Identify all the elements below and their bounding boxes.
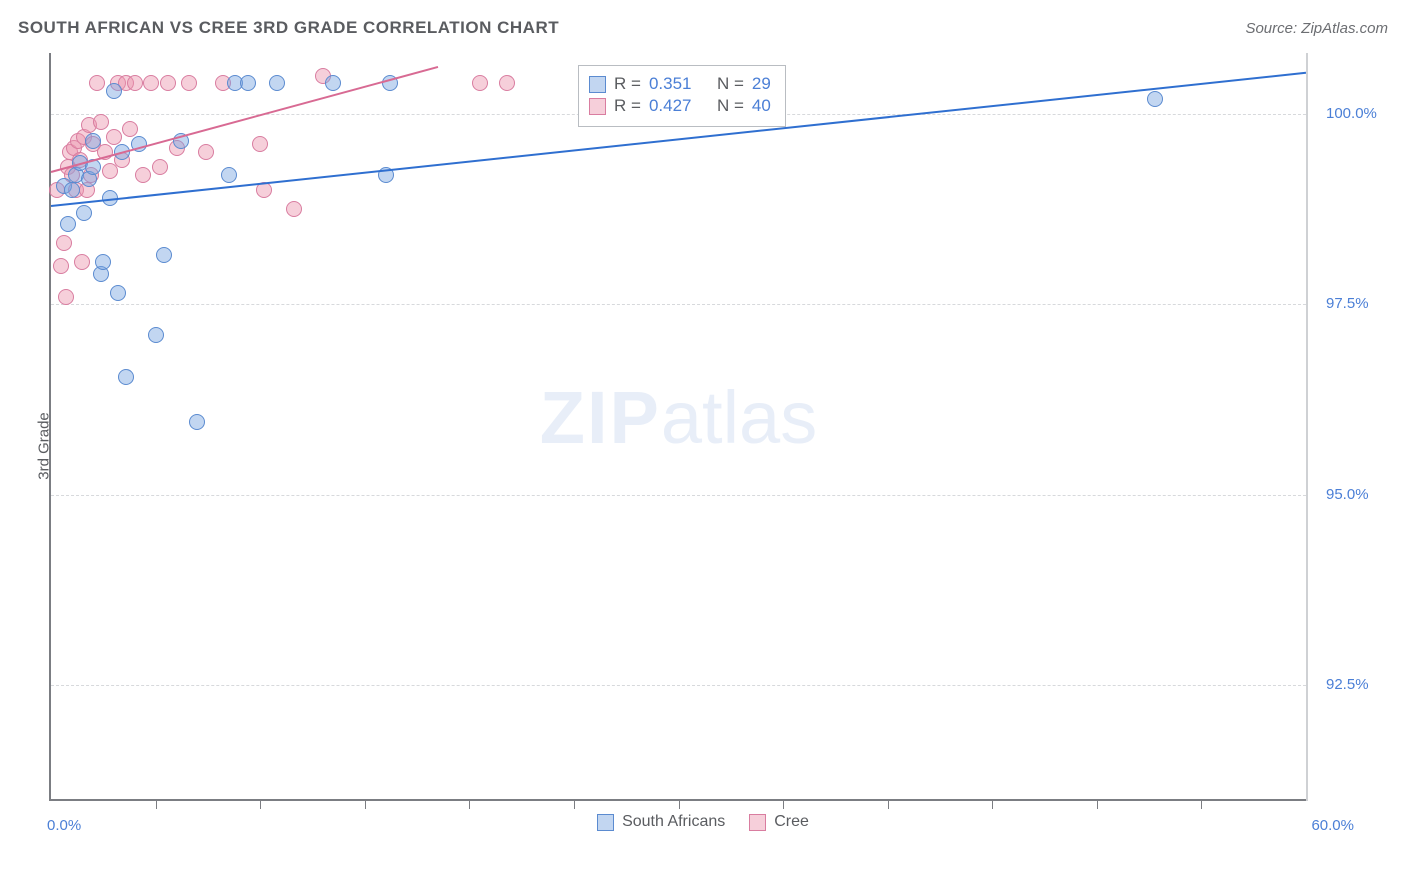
legend-label: Cree (774, 813, 809, 831)
data-point-cree (286, 201, 302, 217)
legend-swatch (589, 98, 606, 115)
data-point-cree (122, 121, 138, 137)
plot-area: ZIPatlas R =0.351 N =29R =0.427 N =40 (49, 53, 1306, 801)
x-tick (469, 799, 470, 809)
x-tick (156, 799, 157, 809)
data-point-south-africans (95, 254, 111, 270)
legend-item: South Africans (597, 813, 725, 831)
chart-title: SOUTH AFRICAN VS CREE 3RD GRADE CORRELAT… (18, 18, 559, 38)
data-point-cree (252, 136, 268, 152)
legend-swatch (749, 814, 766, 831)
data-point-south-africans (156, 247, 172, 263)
x-tick (574, 799, 575, 809)
y-tick-label: 95.0% (1326, 486, 1369, 503)
data-point-south-africans (269, 75, 285, 91)
data-point-cree (472, 75, 488, 91)
watermark-rest: atlas (661, 376, 817, 459)
x-tick (1097, 799, 1098, 809)
data-point-cree (89, 75, 105, 91)
legend-swatch (589, 76, 606, 93)
gridline (51, 685, 1306, 686)
gridline (51, 304, 1306, 305)
data-point-cree (135, 167, 151, 183)
watermark-bold: ZIP (540, 376, 661, 459)
data-point-cree (102, 163, 118, 179)
legend-swatch (597, 814, 614, 831)
data-point-cree (93, 114, 109, 130)
data-point-south-africans (221, 167, 237, 183)
legend-item: Cree (749, 813, 809, 831)
y-tick-label: 92.5% (1326, 676, 1369, 693)
y-tick-label: 97.5% (1326, 295, 1369, 312)
data-point-cree (499, 75, 515, 91)
source-label: Source: ZipAtlas.com (1245, 20, 1388, 37)
data-point-cree (56, 235, 72, 251)
data-point-cree (143, 75, 159, 91)
data-point-cree (198, 144, 214, 160)
data-point-south-africans (60, 216, 76, 232)
watermark: ZIPatlas (540, 375, 817, 460)
data-point-cree (58, 289, 74, 305)
x-tick (992, 799, 993, 809)
data-point-cree (181, 75, 197, 91)
x-tick (783, 799, 784, 809)
data-point-cree (74, 254, 90, 270)
data-point-south-africans (325, 75, 341, 91)
data-point-south-africans (1147, 91, 1163, 107)
legend: South Africans Cree (0, 813, 1406, 831)
data-point-south-africans (118, 369, 134, 385)
legend-label: South Africans (622, 813, 725, 831)
stats-row: R =0.427 N =40 (589, 96, 771, 116)
data-point-south-africans (85, 133, 101, 149)
y-tick-label: 100.0% (1326, 105, 1377, 122)
data-point-south-africans (240, 75, 256, 91)
data-point-cree (106, 129, 122, 145)
gridline (51, 495, 1306, 496)
data-point-south-africans (110, 285, 126, 301)
data-point-south-africans (76, 205, 92, 221)
x-tick (365, 799, 366, 809)
data-point-south-africans (189, 414, 205, 430)
x-tick (888, 799, 889, 809)
data-point-south-africans (64, 182, 80, 198)
x-tick (260, 799, 261, 809)
x-tick (1201, 799, 1202, 809)
stats-row: R =0.351 N =29 (589, 74, 771, 94)
data-point-cree (152, 159, 168, 175)
data-point-cree (53, 258, 69, 274)
data-point-cree (160, 75, 176, 91)
data-point-south-africans (148, 327, 164, 343)
x-tick (679, 799, 680, 809)
data-point-cree (127, 75, 143, 91)
stats-box: R =0.351 N =29R =0.427 N =40 (578, 65, 786, 127)
data-point-south-africans (106, 83, 122, 99)
